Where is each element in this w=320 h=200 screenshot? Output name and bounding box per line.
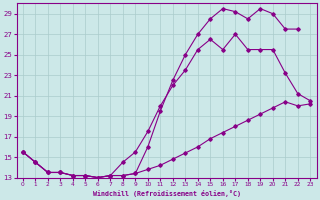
X-axis label: Windchill (Refroidissement éolien,°C): Windchill (Refroidissement éolien,°C) [92,190,241,197]
